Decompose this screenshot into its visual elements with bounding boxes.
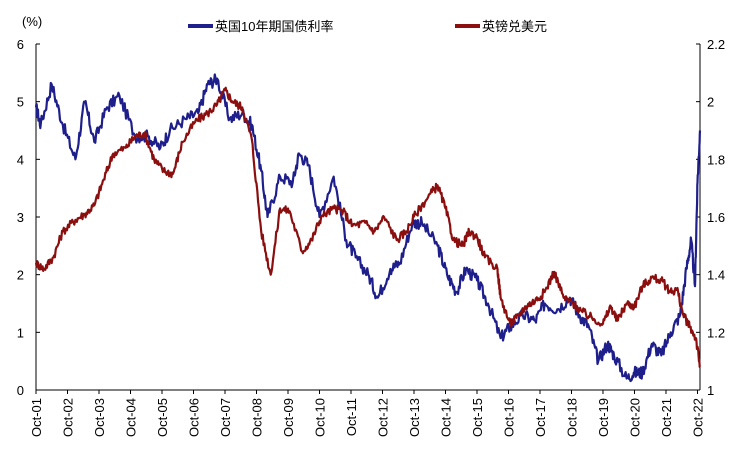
x-tick-label: Oct-01 bbox=[29, 398, 44, 437]
series-lines bbox=[34, 73, 702, 383]
x-tick-label: Oct-19 bbox=[596, 398, 611, 437]
legend-label-gbpusd: 英镑兑美元 bbox=[482, 19, 547, 34]
y2-tick-label: 2 bbox=[707, 95, 714, 110]
y-tick-label: 6 bbox=[17, 37, 24, 52]
y-tick-label: 4 bbox=[17, 152, 24, 167]
x-tick-label: Oct-02 bbox=[60, 398, 75, 437]
series-line-gbpusd bbox=[34, 86, 701, 369]
x-tick-label: Oct-07 bbox=[218, 398, 233, 437]
y2-tick-label: 1.8 bbox=[707, 152, 725, 167]
x-tick-label: Oct-05 bbox=[155, 398, 170, 437]
x-tick-label: Oct-22 bbox=[690, 398, 705, 437]
x-tick-label: Oct-18 bbox=[564, 398, 579, 437]
x-tick-label: Oct-12 bbox=[375, 398, 390, 437]
y-tick-label: 1 bbox=[17, 325, 24, 340]
y-tick-label: 5 bbox=[17, 95, 24, 110]
series-line-gilt-yield bbox=[34, 73, 702, 383]
x-tick-label: Oct-08 bbox=[249, 398, 264, 437]
y2-tick-label: 1.2 bbox=[707, 325, 725, 340]
x-tick-label: Oct-09 bbox=[281, 398, 296, 437]
y2-tick-label: 2.2 bbox=[707, 37, 725, 52]
x-tick-label: Oct-06 bbox=[186, 398, 201, 437]
x-tick-label: Oct-16 bbox=[501, 398, 516, 437]
x-tick-label: Oct-03 bbox=[92, 398, 107, 437]
y2-tick-label: 1 bbox=[707, 383, 714, 398]
legend-label-gilt: 英国10年期国债利率 bbox=[215, 19, 333, 34]
x-tick-label: Oct-15 bbox=[470, 398, 485, 437]
x-tick-label: Oct-11 bbox=[344, 398, 359, 436]
x-tick-label: Oct-04 bbox=[123, 398, 138, 437]
y-tick-label: 0 bbox=[17, 383, 24, 398]
x-tick-label: Oct-13 bbox=[407, 398, 422, 437]
y-tick-label: 3 bbox=[17, 210, 24, 225]
x-tick-label: Oct-14 bbox=[438, 398, 453, 437]
y2-tick-label: 1.6 bbox=[707, 210, 725, 225]
y2-tick-label: 1.4 bbox=[707, 268, 725, 283]
x-tick-label: Oct-21 bbox=[659, 398, 674, 437]
axes: 0 1 2 3 4 5 6 1 1.2 1.4 1.6 1.8 2 2.2 Oct-01 Oct-02 Oct-… bbox=[17, 37, 725, 437]
x-tick-label: Oct-17 bbox=[533, 398, 548, 437]
x-tick-label: Oct-20 bbox=[627, 398, 642, 437]
legend: 英国10年期国债利率 英镑兑美元 bbox=[188, 19, 547, 34]
y-axis-unit-label: (%) bbox=[22, 14, 42, 29]
y-tick-label: 2 bbox=[17, 268, 24, 283]
x-tick-label: Oct-10 bbox=[312, 398, 327, 437]
